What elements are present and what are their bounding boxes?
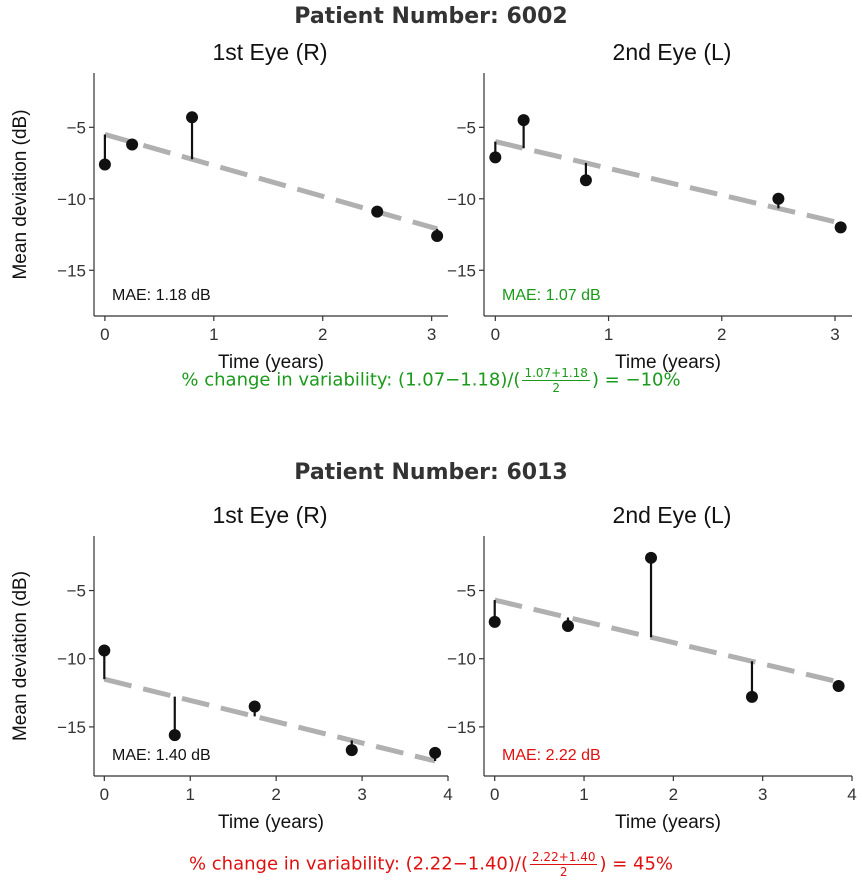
x-tick-label: 2 [717, 325, 726, 344]
x-tick-label: 3 [427, 325, 436, 344]
formula-numerator: 1.07+1.18 [522, 366, 590, 381]
data-point [429, 746, 442, 759]
chart-panel-3: 2nd Eye (L) −5 −10 −15 0 1 2 3 4 Time (years) MAE:… [447, 502, 857, 833]
data-point [345, 744, 358, 757]
data-point [645, 551, 658, 564]
x-tick-label: 0 [490, 785, 499, 804]
x-tick-label: 2 [318, 325, 327, 344]
x-tick-label: 0 [100, 785, 109, 804]
data-point [745, 690, 758, 703]
y-tick-label: −5 [457, 118, 476, 137]
mae-annotation: MAE: 1.40 dB [112, 747, 211, 764]
y-tick-label: −15 [57, 718, 86, 737]
x-tick-label: 3 [758, 785, 767, 804]
formula-suffix: ) = −10% [591, 369, 681, 391]
x-tick-label: 1 [579, 785, 588, 804]
data-point [517, 114, 530, 127]
x-tick-label: 1 [209, 325, 218, 344]
x-tick-label: 0 [100, 325, 109, 344]
data-point [168, 729, 181, 742]
x-tick-label: 4 [847, 785, 856, 804]
trend-line [494, 597, 840, 685]
patient-title-6013: Patient Number: 6013 [294, 460, 568, 485]
x-tick-label: 1 [185, 785, 194, 804]
x-tick-label: 3 [357, 785, 366, 804]
data-point [126, 138, 139, 151]
y-axis-label: Mean deviation (dB) [10, 109, 31, 279]
y-tick-label: −5 [67, 582, 86, 601]
mae-annotation: MAE: 1.07 dB [502, 287, 601, 304]
formula-fraction: 1.07+1.18 2 [522, 366, 590, 395]
panel-title: 1st Eye (R) [212, 39, 327, 65]
data-point [98, 644, 111, 657]
data-point [579, 174, 592, 187]
x-axis-label: Time (years) [615, 812, 721, 833]
patient-title-6002: Patient Number: 6002 [294, 4, 568, 29]
trend-line [494, 139, 842, 226]
data-point [248, 700, 261, 713]
mae-annotation: MAE: 1.18 dB [112, 287, 211, 304]
chart-panel-0: 1st Eye (R) −5 −10 −15 0 1 2 3 Time (years) Mean … [10, 39, 448, 373]
formula-fraction: 2.22+1.40 2 [529, 850, 598, 879]
y-tick-label: −5 [457, 582, 476, 601]
chart-panel-1: 2nd Eye (L) −5 −10 −15 0 1 2 3 Time (years) MAE: … [447, 39, 852, 373]
x-tick-label: 1 [604, 325, 613, 344]
formula-denominator: 2 [552, 381, 560, 395]
panel-title: 2nd Eye (L) [613, 39, 732, 65]
x-tick-label: 2 [271, 785, 280, 804]
panel-title: 2nd Eye (L) [613, 502, 732, 528]
data-point [832, 680, 845, 692]
data-point [489, 151, 502, 164]
trend-line [103, 676, 436, 764]
data-point [488, 615, 501, 628]
x-tick-label: 3 [830, 325, 839, 344]
y-tick-label: −5 [67, 118, 86, 137]
variability-formula-6002: % change in variability: (1.07−1.18)/(1.… [0, 366, 862, 395]
x-axis-label: Time (years) [218, 812, 324, 833]
y-tick-label: −15 [57, 261, 86, 280]
mae-annotation: MAE: 2.22 dB [502, 747, 601, 764]
y-tick-label: −10 [447, 650, 476, 669]
chart-panel-2: 1st Eye (R) −5 −10 −15 0 1 2 3 4 Time (years) Mean… [10, 502, 453, 833]
y-tick-label: −10 [447, 190, 476, 209]
data-point [371, 205, 384, 218]
data-point [98, 158, 111, 171]
y-tick-label: −10 [57, 190, 86, 209]
trend-line [104, 132, 438, 232]
formula-prefix: % change in variability: (1.07−1.18)/( [181, 369, 521, 391]
data-point [431, 229, 444, 242]
data-point [834, 221, 847, 234]
formula-numerator: 2.22+1.40 [529, 850, 598, 865]
y-axis-label: Mean deviation (dB) [10, 571, 31, 741]
variability-formula-6013: % change in variability: (2.22−1.40)/(2.… [0, 850, 862, 879]
data-point [561, 620, 574, 632]
x-axis-label: Time (years) [615, 352, 721, 373]
formula-denominator: 2 [559, 865, 568, 879]
x-tick-label: 0 [491, 325, 500, 344]
y-tick-label: −15 [447, 261, 476, 280]
formula-suffix: ) = 45% [599, 853, 674, 875]
data-point [772, 192, 785, 205]
x-tick-label: 2 [669, 785, 678, 804]
panel-title: 1st Eye (R) [212, 502, 327, 528]
y-tick-label: −10 [57, 650, 86, 669]
data-point [186, 111, 199, 124]
formula-prefix: % change in variability: (2.22−1.40)/( [188, 853, 528, 875]
y-tick-label: −15 [447, 718, 476, 737]
x-tick-label: 4 [443, 785, 452, 804]
x-axis-label: Time (years) [218, 352, 324, 373]
